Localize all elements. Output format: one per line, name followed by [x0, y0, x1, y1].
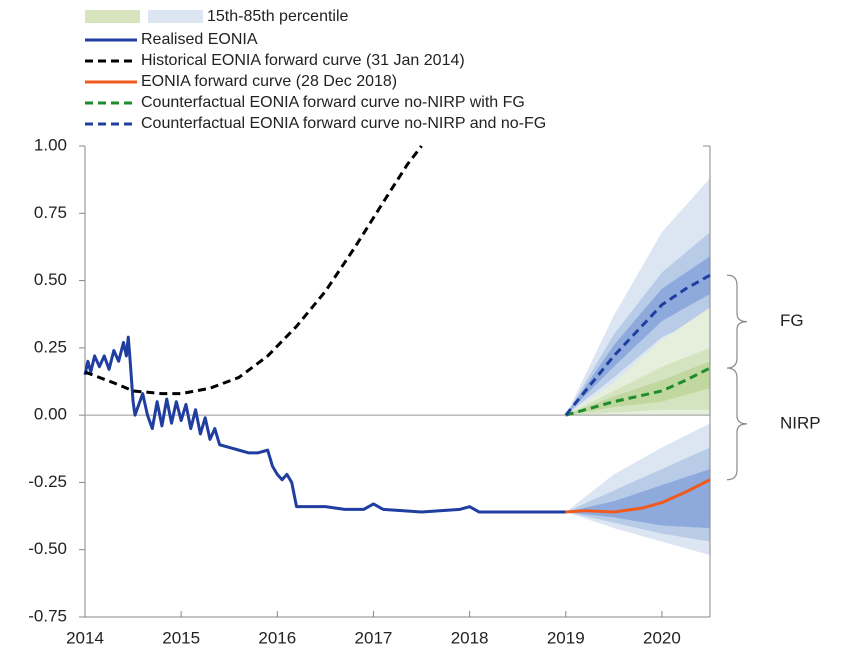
series-line — [565, 366, 711, 417]
x-tick-label: 2018 — [451, 628, 489, 647]
y-tick-label: -0.75 — [28, 606, 67, 625]
legend-swatch — [85, 10, 140, 23]
y-tick-label: 0.50 — [34, 270, 67, 289]
legend-label: Realised EONIA — [141, 31, 258, 48]
legend-label: Historical EONIA forward curve (31 Jan 2… — [141, 52, 465, 69]
legend-label: Counterfactual EONIA forward curve no-NI… — [141, 94, 525, 111]
y-tick-label: -0.25 — [28, 472, 67, 491]
series-line — [83, 335, 566, 514]
y-tick-label: 1.00 — [34, 135, 67, 154]
x-tick-label: 2015 — [162, 628, 200, 647]
bands — [565, 178, 710, 556]
series-line — [84, 145, 423, 396]
legend-label: EONIA forward curve (28 Dec 2018) — [141, 73, 397, 90]
x-tick-label: 2017 — [355, 628, 393, 647]
y-tick-label: 0.25 — [34, 337, 67, 356]
legend-label: Counterfactual EONIA forward curve no-NI… — [141, 115, 546, 132]
x-tick-label: 2020 — [643, 628, 681, 647]
percentile-band — [565, 361, 710, 416]
y-tick-label: 0.00 — [34, 405, 67, 424]
bracket — [726, 367, 748, 481]
x-tick-label: 2016 — [258, 628, 296, 647]
annotation-label: FG — [780, 311, 804, 330]
legend-swatch — [148, 10, 203, 23]
y-tick-label: 0.75 — [34, 203, 67, 222]
x-tick-label: 2019 — [547, 628, 585, 647]
series-line — [565, 478, 711, 514]
series-line — [564, 273, 711, 417]
x-tick-label: 2014 — [66, 628, 104, 647]
annotation-label: NIRP — [780, 413, 821, 432]
y-tick-label: -0.50 — [28, 539, 67, 558]
percentile-band — [565, 468, 710, 529]
bracket — [726, 274, 748, 369]
legend-label: 15th-85th percentile — [207, 8, 349, 25]
